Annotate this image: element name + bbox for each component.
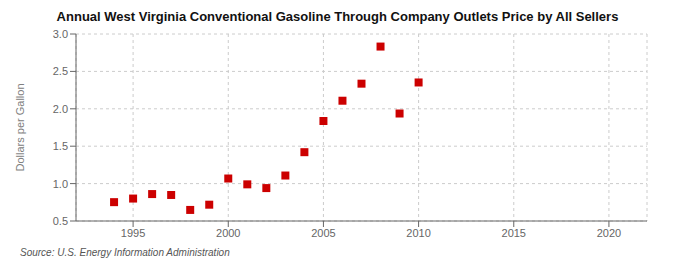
svg-text:2000: 2000 — [216, 227, 240, 239]
svg-text:Dollars per Gallon: Dollars per Gallon — [14, 83, 26, 171]
svg-text:2015: 2015 — [502, 227, 526, 239]
svg-text:3.0: 3.0 — [53, 28, 68, 40]
svg-text:2.0: 2.0 — [53, 103, 68, 115]
svg-text:0.5: 0.5 — [53, 215, 68, 227]
svg-text:1.0: 1.0 — [53, 178, 68, 190]
html-text:Annual West Virginia Conventio: Annual West Virginia Conventional Gasoli… — [56, 9, 619, 24]
svg-text:1995: 1995 — [121, 227, 145, 239]
html-text:Source: U.S. Energy Informatio: Source: U.S. Energy Information Administ… — [20, 247, 230, 258]
svg-text:2020: 2020 — [597, 227, 621, 239]
svg-text:2005: 2005 — [311, 227, 335, 239]
svg-text:1.5: 1.5 — [53, 140, 68, 152]
svg-text:2010: 2010 — [406, 227, 430, 239]
svg-text:2.5: 2.5 — [53, 65, 68, 77]
